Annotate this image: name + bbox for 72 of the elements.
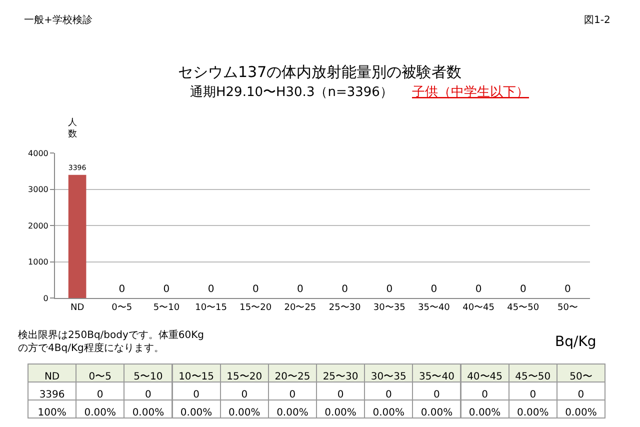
text: 0.00% [565,408,597,418]
data-label: 0 [118,284,126,295]
text: 0 [385,390,392,400]
x-tick-label: ND [70,302,84,313]
text: 0 [530,390,536,400]
text: 0.00% [84,408,116,418]
x-tick-label: 25〜30 [328,302,362,313]
text: 0.00% [516,408,549,418]
text: 0.00% [324,408,356,418]
category-label: 40〜45 [467,372,503,382]
y-tick-label: 0 [43,294,48,303]
category-label: ND [44,372,60,382]
category-label: 35〜40 [418,372,454,382]
text: 0.00% [372,408,405,418]
category-label: 20〜25 [274,372,310,382]
data-label: 0 [163,284,170,295]
data-label: 0 [520,284,526,295]
text: 0.00% [228,408,260,418]
category-label: 5〜10 [134,372,163,382]
data-label: 0 [342,284,348,295]
text: 0 [289,390,296,400]
text: 0.00% [276,408,308,418]
text: 検出限界は250Bq/bodyです。体重60Kg の方で4Bq/Kg程度になります。 [18,329,204,354]
y-tick-label: 2000 [28,221,48,230]
chart-title: セシウム137の体内放射能量別の被験者数 [178,63,462,81]
text: 0.00% [468,408,501,418]
text: 0.00% [180,408,212,418]
x-tick-label: 50〜 [557,302,578,313]
x-tick-label: 5〜10 [153,302,180,313]
x-tick-label: 0〜5 [112,302,132,313]
x-tick-label: 30〜35 [373,302,406,313]
category-label: 30〜35 [370,372,406,382]
data-label: 0 [297,284,304,295]
text: 0 [578,390,584,400]
text: 100% [38,408,66,418]
data-label: 0 [386,284,393,295]
text: 0 [482,390,488,400]
category-label: 15〜20 [226,372,262,382]
data-label: 0 [564,284,571,295]
data-label: 0 [430,284,438,295]
data-label: 0 [208,284,214,295]
y-tick-label: 1000 [28,258,48,267]
text: 3396 [39,390,65,400]
y-axis-title: 人数 [68,117,77,140]
text: 0 [337,390,344,400]
x-tick-label: 10〜15 [195,302,227,313]
x-tick-label: 35〜40 [418,302,450,313]
category-label: 45〜50 [515,372,551,382]
x-tick-label: 40〜45 [462,302,494,313]
text: 0 [145,390,152,400]
text: 一般+学校検診 [24,14,92,26]
text: 0 [434,390,440,400]
text: 0.00% [132,408,164,418]
x-tick-label: 15〜20 [240,302,272,313]
text: Bq/Kg [555,334,596,350]
text: 0 [96,390,104,400]
chart-subtitle: 通期H29.10〜H30.3（n=3396） [190,85,393,100]
category-label: 50〜 [570,372,592,382]
y-tick-label: 4000 [28,148,48,158]
y-tick-label: 3000 [28,185,48,194]
category-label: 0〜5 [88,372,112,382]
x-tick-label: 20〜25 [284,302,316,313]
data-label: 0 [252,284,259,295]
text: 0 [193,390,200,400]
x-tick-label: 45〜50 [507,302,540,313]
text: 子供（中学生以下） [412,85,529,100]
category-label: 25〜30 [322,372,358,382]
text: 0.00% [420,408,453,418]
data-label: 0 [475,284,482,295]
category-label: 10〜15 [178,372,214,382]
text: 0 [241,390,248,400]
caption: 図1-2 [584,15,610,26]
